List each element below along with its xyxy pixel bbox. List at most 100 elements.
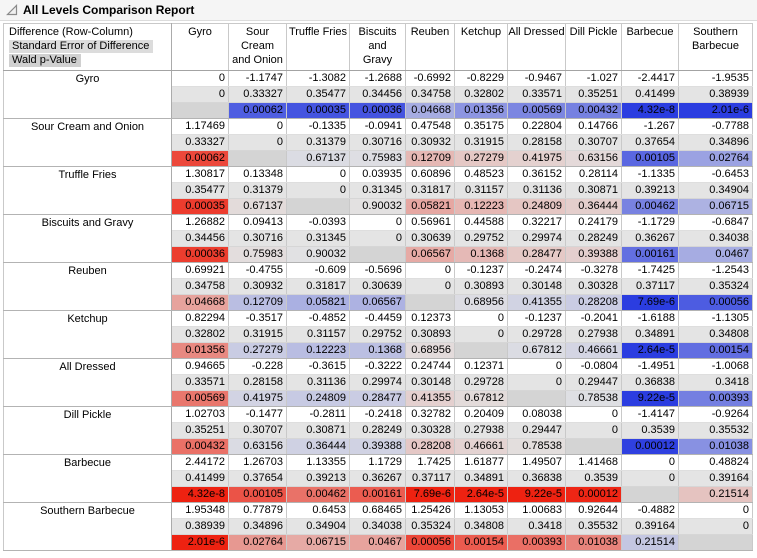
- p-value-cell: 0.67812: [507, 342, 566, 359]
- difference-cell: -0.2418: [349, 406, 406, 423]
- std-error-cell: 0.34758: [171, 278, 229, 295]
- difference-cell: -0.1237: [454, 262, 508, 279]
- p-value-cell: 0.21514: [621, 534, 679, 551]
- column-header-reuben: Reuben: [405, 23, 455, 71]
- difference-cell: -0.9264: [678, 406, 753, 423]
- std-error-cell: 0.34891: [454, 470, 508, 487]
- column-header-ketchup: Ketchup: [454, 23, 508, 71]
- std-error-cell: 0.39213: [621, 182, 679, 199]
- std-error-cell: 0.30707: [565, 134, 622, 151]
- row-se-southern-barbecue: 0.38939 0.34896 0.34904 0.34038 0.35324 0.348…: [4, 518, 753, 535]
- column-header-barbecue: Barbecue: [621, 23, 679, 71]
- p-value-cell: 0.41355: [405, 390, 455, 407]
- std-error-cell: 0.39213: [286, 470, 350, 487]
- std-error-cell: 0: [405, 278, 455, 295]
- p-value-cell: 0.00036: [171, 246, 229, 263]
- std-error-cell: 0.34896: [678, 134, 753, 151]
- std-error-cell: 0.28158: [228, 374, 287, 391]
- difference-cell: -0.6453: [678, 166, 753, 183]
- report-body: Difference (Row-Column) Standard Error o…: [0, 21, 757, 551]
- row-se-barbecue: 0.41499 0.37654 0.39213 0.36267 0.37117 0.348…: [4, 470, 753, 487]
- report-title[interactable]: All Levels Comparison Report: [23, 3, 195, 17]
- difference-cell: 0.60896: [405, 166, 455, 183]
- p-value-cell: 0.75983: [349, 150, 406, 167]
- p-value-cell: [228, 150, 287, 167]
- std-error-cell: 0.34904: [678, 182, 753, 199]
- p-value-cell: 0.21514: [678, 486, 753, 503]
- difference-cell: -0.3615: [286, 358, 350, 375]
- std-error-cell: 0.27938: [565, 326, 622, 343]
- row-p-southern-barbecue: 2.01e-6 0.02764 0.06715 0.0467 0.00056 0.0015…: [4, 534, 753, 551]
- p-value-cell: 0.00462: [286, 486, 350, 503]
- difference-cell: -1.1335: [621, 166, 679, 183]
- std-error-cell: 0.37117: [621, 278, 679, 295]
- difference-cell: 0.56961: [405, 214, 455, 231]
- std-error-cell: 0: [565, 422, 622, 439]
- difference-cell: -0.3222: [349, 358, 406, 375]
- p-value-cell: 0.01356: [171, 342, 229, 359]
- std-error-cell: 0.33327: [171, 134, 229, 151]
- difference-cell: 0.44588: [454, 214, 508, 231]
- p-value-cell: 0.06715: [286, 534, 350, 551]
- std-error-cell: 0.29447: [565, 374, 622, 391]
- difference-cell: 0.48824: [678, 454, 753, 471]
- p-value-cell: [286, 198, 350, 215]
- std-error-cell: 0.33327: [228, 86, 287, 103]
- difference-cell: -0.1237: [507, 310, 566, 327]
- row-p-truffle-fries: 0.00035 0.67137 0.90032 0.05821 0.12223 0.248…: [4, 198, 753, 215]
- std-error-cell: 0.35324: [678, 278, 753, 295]
- std-error-cell: 0: [678, 518, 753, 535]
- p-value-cell: 4.32e-8: [621, 102, 679, 119]
- std-error-cell: 0: [286, 182, 350, 199]
- difference-cell: 0: [621, 454, 679, 471]
- difference-cell: -0.4882: [621, 502, 679, 519]
- std-error-cell: 0.3418: [678, 374, 753, 391]
- stat-label-std-error: Standard Error of Difference: [9, 40, 154, 53]
- p-value-cell: 4.32e-8: [171, 486, 229, 503]
- std-error-cell: 0.3539: [565, 470, 622, 487]
- p-value-cell: 0.05821: [405, 198, 455, 215]
- std-error-cell: 0.29728: [454, 374, 508, 391]
- difference-cell: 0: [286, 166, 350, 183]
- p-value-cell: 0.00569: [507, 102, 566, 119]
- row-header-truffle-fries: Truffle Fries: [3, 166, 172, 215]
- column-header-sour-cream-and-onion: Sour Cream and Onion: [228, 23, 287, 71]
- row-se-gyro: 0 0.33327 0.35477 0.34456 0.34758 0.32802 0.33…: [4, 86, 753, 103]
- difference-cell: 0.94665: [171, 358, 229, 375]
- std-error-cell: 0.35251: [565, 86, 622, 103]
- difference-cell: -1.2543: [678, 262, 753, 279]
- row-p-all-dressed: 0.00569 0.41975 0.24809 0.28477 0.41355 0.678…: [4, 390, 753, 407]
- std-error-cell: 0.30148: [405, 374, 455, 391]
- difference-cell: 1.41468: [565, 454, 622, 471]
- std-error-cell: 0.34808: [678, 326, 753, 343]
- disclosure-triangle-icon[interactable]: [6, 4, 18, 16]
- column-header-truffle-fries: Truffle Fries: [286, 23, 350, 71]
- difference-cell: 0: [349, 214, 406, 231]
- comparison-table: Difference (Row-Column) Standard Error o…: [3, 23, 753, 551]
- std-error-cell: 0.30871: [286, 422, 350, 439]
- difference-cell: 0.47548: [405, 118, 455, 135]
- difference-cell: 1.7425: [405, 454, 455, 471]
- difference-cell: 0: [228, 118, 287, 135]
- difference-cell: -1.7425: [621, 262, 679, 279]
- difference-cell: -0.609: [286, 262, 350, 279]
- row-header-all-dressed: All Dressed: [3, 358, 172, 407]
- std-error-cell: 0.32802: [454, 86, 508, 103]
- p-value-cell: 0.78538: [565, 390, 622, 407]
- p-value-cell: 2.64e-5: [621, 342, 679, 359]
- p-value-cell: 0.00056: [405, 534, 455, 551]
- p-value-cell: 0.39388: [349, 438, 406, 455]
- std-error-cell: 0.29974: [349, 374, 406, 391]
- std-error-cell: 0.34891: [621, 326, 679, 343]
- p-value-cell: [171, 102, 229, 119]
- std-error-cell: 0.31345: [349, 182, 406, 199]
- std-error-cell: 0.30148: [507, 278, 566, 295]
- p-value-cell: 0.46661: [565, 342, 622, 359]
- std-error-cell: 0.30707: [228, 422, 287, 439]
- difference-cell: 0: [565, 406, 622, 423]
- p-value-cell: 0.00432: [171, 438, 229, 455]
- difference-cell: 0.92644: [565, 502, 622, 519]
- std-error-cell: 0.30639: [405, 230, 455, 247]
- std-error-cell: 0.30932: [405, 134, 455, 151]
- row-diff-southern-barbecue: Southern Barbecue 1.95348 0.77879 0.6453 0.6…: [3, 502, 753, 551]
